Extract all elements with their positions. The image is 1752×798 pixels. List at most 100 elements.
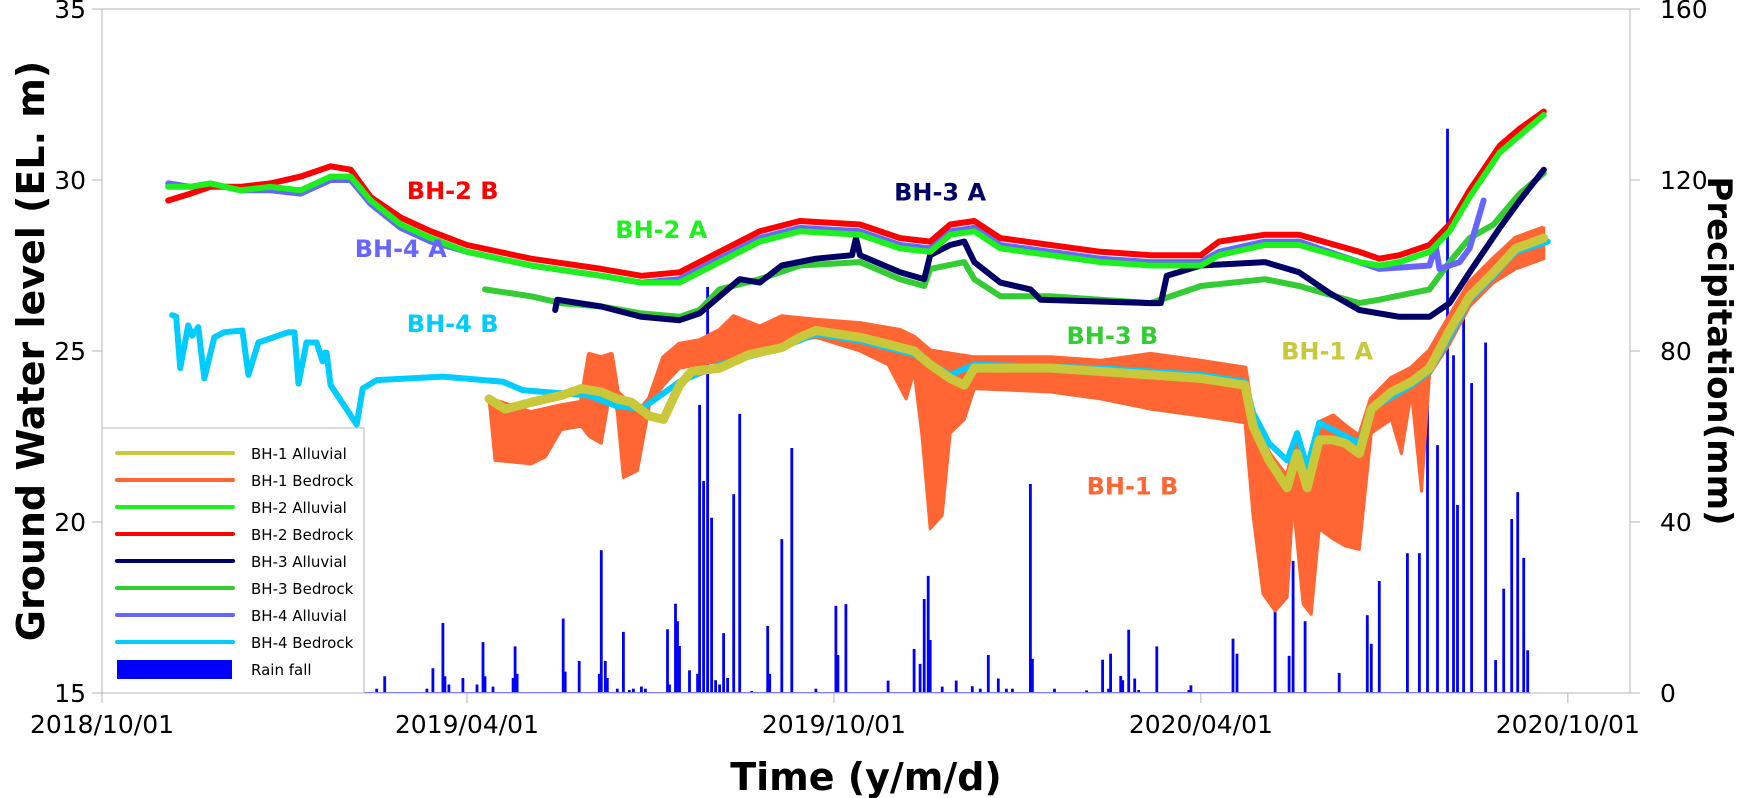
rainfall-bar <box>1337 672 1341 693</box>
annotation-bh-3-b: BH-3 B <box>1067 322 1159 350</box>
rainfall-bar <box>1127 629 1131 693</box>
rainfall-bar <box>750 690 754 693</box>
legend: BH-1 Alluvial BH-1 Bedrock BH-2 Alluvial BH… <box>101 427 365 694</box>
legend-label-bh-2-alluvial: BH-2 Alluvial <box>251 499 347 517</box>
rainfall-bar <box>1291 560 1295 693</box>
rainfall-bar <box>1516 492 1520 693</box>
rainfall-bar <box>1377 581 1381 693</box>
legend-label-rain-fall: Rain fall <box>251 661 312 679</box>
x-tick-label: 2019/10/01 <box>762 710 906 739</box>
y2-tick-label: 160 <box>1660 0 1708 24</box>
y2-tick-label: 80 <box>1660 337 1692 366</box>
rainfall-bar <box>1011 688 1014 693</box>
rainfall-bar <box>615 688 619 693</box>
rainfall-bar <box>1053 688 1056 693</box>
rainfall-bar <box>1462 291 1465 693</box>
rainfall-bar <box>790 448 794 693</box>
rainfall-bar <box>702 481 705 693</box>
rainfall-bar <box>1137 690 1141 693</box>
rainfall-bar <box>1303 621 1307 693</box>
series-line-bh-2-bedrock <box>165 108 1547 279</box>
rainfall-bar <box>678 646 681 693</box>
rainfall-bar <box>563 671 567 693</box>
rainfall-bar <box>1452 355 1455 693</box>
rainfall-bar <box>996 678 1000 693</box>
rainfall-bar <box>1121 680 1125 693</box>
rainfall-bar <box>644 688 647 693</box>
rainfall-bar <box>940 686 944 693</box>
rainfall-bar <box>674 603 677 693</box>
y-axis-title: Ground Water level (EL. m) <box>9 61 53 641</box>
series-line-bh-4-bedrock <box>169 238 1551 471</box>
rainfall-bar <box>836 655 840 693</box>
rainfall-bar <box>1526 650 1530 694</box>
rainfall-bar <box>1365 615 1369 693</box>
rainfall-bar <box>1029 484 1032 693</box>
rainfall-bar <box>1189 685 1193 693</box>
rainfall-bar <box>1436 445 1439 693</box>
rainfall-bar <box>922 599 926 693</box>
rainfall-bar <box>780 539 784 693</box>
rainfall-bar <box>1494 660 1497 693</box>
rainfall-bar <box>726 678 729 693</box>
y2-tick-label: 120 <box>1660 166 1708 195</box>
rainfall-bar <box>698 404 701 693</box>
rainfall-bar <box>513 646 517 693</box>
rainfall-bar <box>1107 688 1110 693</box>
rainfall-bar <box>443 676 447 693</box>
water-level-series <box>165 108 1551 616</box>
rainfall-bars <box>342 128 1530 694</box>
rainfall-bar <box>970 686 974 693</box>
y2-axis-title: Precipitation(mm) <box>1699 176 1739 525</box>
rainfall-bar <box>1119 675 1123 693</box>
rainfall-bar <box>928 640 932 693</box>
rainfall-bar <box>491 686 495 693</box>
rainfall-bar <box>766 625 770 693</box>
x-tick-label: 2020/04/01 <box>1129 710 1273 739</box>
x-tick-label: 2019/04/01 <box>395 710 539 739</box>
rainfall-bar <box>483 676 487 693</box>
x-axis-ticks: 2018/10/01 2019/04/01 2019/10/01 2020/04/01… <box>30 693 1640 739</box>
rainfall-bar <box>628 690 631 693</box>
rainfall-bar <box>1187 690 1191 693</box>
y2-tick-label: 0 <box>1660 679 1676 708</box>
y-tick-label: 35 <box>54 0 86 24</box>
legend-label-bh-2-bedrock: BH-2 Bedrock <box>251 526 354 544</box>
rainfall-bar <box>640 686 643 693</box>
rainfall-bar <box>1031 658 1034 693</box>
y-tick-label: 30 <box>54 166 86 195</box>
rainfall-bar <box>1005 688 1008 693</box>
rainfall-bar <box>605 678 609 693</box>
rainfall-bar <box>441 622 445 693</box>
rainfall-bar <box>814 688 818 693</box>
rainfall-bar <box>912 649 916 693</box>
axes: 15 20 25 30 35 0 40 80 120 160 2018/10/01 2019/04… <box>30 0 1708 739</box>
rainfall-bar <box>886 680 890 693</box>
rainfall-bar <box>1133 678 1137 693</box>
right-y-axis-ticks: 0 40 80 120 160 <box>1630 0 1708 708</box>
series-line-bh-3-alluvial <box>552 166 1547 324</box>
rainfall-bar <box>1426 369 1429 693</box>
legend-label-bh-1-bedrock: BH-1 Bedrock <box>251 472 354 490</box>
rainfall-bar <box>1446 128 1449 693</box>
rainfall-bar <box>561 618 565 693</box>
rainfall-bar <box>383 676 387 693</box>
rainfall-bar <box>714 680 717 693</box>
x-axis-title: Time (y/m/d) <box>730 755 1002 798</box>
rainfall-bar <box>1470 383 1473 693</box>
rainfall-bar <box>511 678 515 693</box>
rainfall-bar <box>1155 646 1159 693</box>
rainfall-bar <box>461 678 465 693</box>
series-line-bh-3-bedrock <box>482 170 1547 320</box>
rainfall-bar <box>738 413 742 693</box>
rainfall-bar <box>425 688 429 693</box>
rainfall-bar <box>768 673 772 693</box>
rainfall-bar <box>1456 504 1459 693</box>
rainfall-bar <box>475 684 479 693</box>
legend-label-bh-4-alluvial: BH-4 Alluvial <box>251 607 347 625</box>
annotation-bh-4-b: BH-4 B <box>407 310 499 338</box>
y-tick-label: 15 <box>54 679 86 708</box>
rainfall-bar <box>1418 553 1421 693</box>
annotation-bh-2-b: BH-2 B <box>407 177 499 205</box>
rainfall-bar <box>918 663 922 693</box>
